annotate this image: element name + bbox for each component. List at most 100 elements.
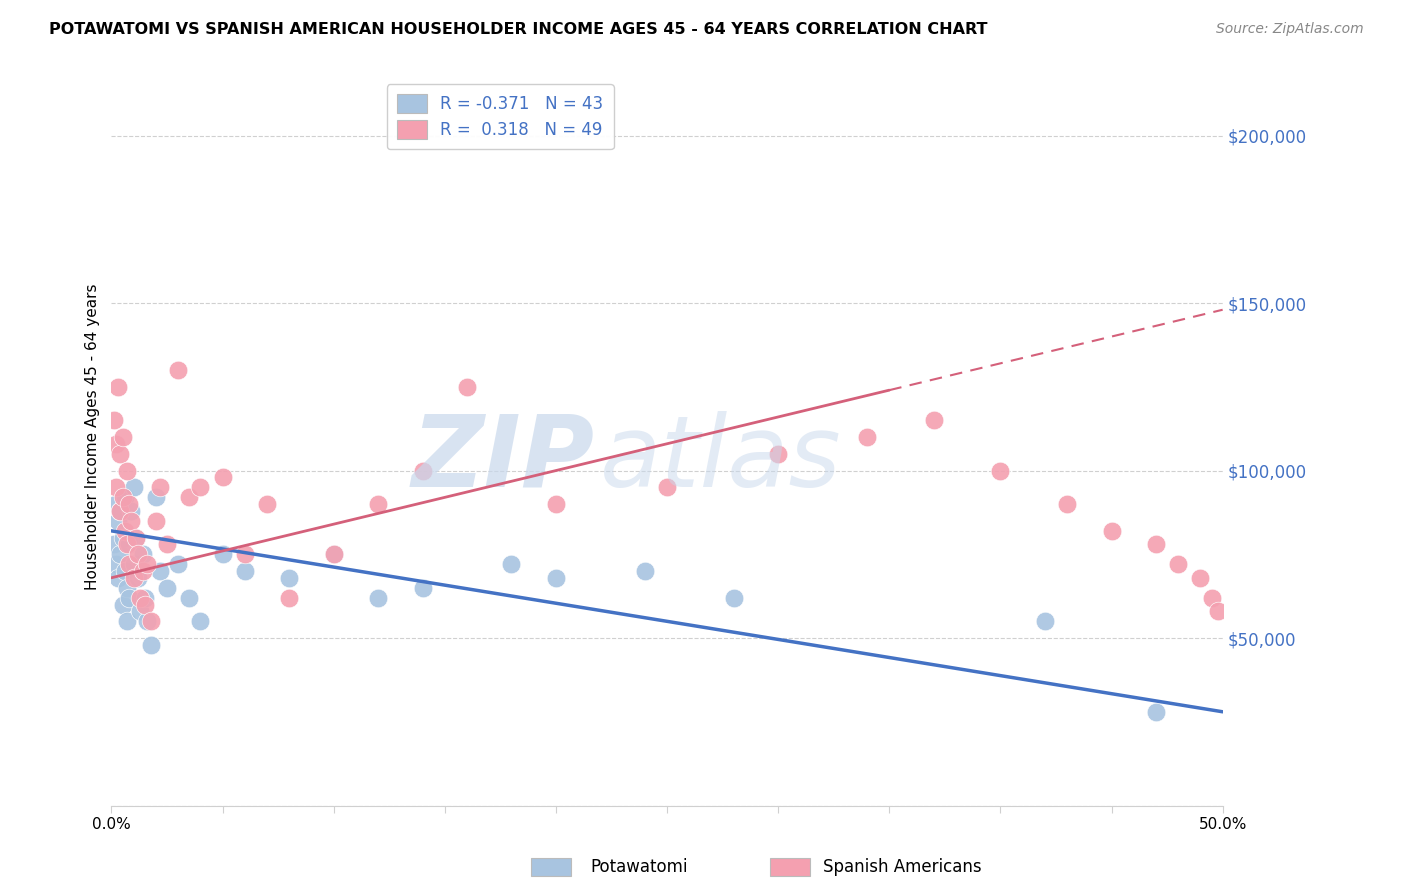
- Legend: R = -0.371   N = 43, R =  0.318   N = 49: R = -0.371 N = 43, R = 0.318 N = 49: [387, 84, 613, 149]
- Point: [167, 558, 190, 572]
- Point: [544, 497, 567, 511]
- Point: [233, 547, 256, 561]
- Point: [131, 547, 153, 561]
- Point: [1144, 537, 1167, 551]
- Point: [1167, 558, 1189, 572]
- Point: [134, 591, 156, 605]
- Point: [111, 531, 134, 545]
- Point: [122, 571, 145, 585]
- Point: [149, 564, 172, 578]
- Point: [1101, 524, 1123, 538]
- Point: [367, 591, 389, 605]
- Point: [103, 537, 125, 551]
- Point: [122, 480, 145, 494]
- Point: [107, 571, 129, 585]
- Point: [141, 615, 163, 629]
- Text: ZIP: ZIP: [412, 410, 595, 508]
- Point: [766, 447, 789, 461]
- Point: [107, 380, 129, 394]
- Point: [114, 491, 136, 505]
- Point: [104, 558, 127, 572]
- Point: [233, 564, 256, 578]
- Point: [111, 598, 134, 612]
- Point: [179, 591, 201, 605]
- Point: [1206, 604, 1229, 618]
- Text: Spanish Americans: Spanish Americans: [823, 858, 981, 876]
- Point: [115, 464, 138, 478]
- Point: [125, 531, 148, 545]
- Point: [149, 480, 172, 494]
- Point: [104, 436, 127, 450]
- Point: [211, 470, 233, 484]
- Point: [501, 558, 523, 572]
- Point: [110, 504, 132, 518]
- Point: [114, 524, 136, 538]
- Point: [103, 413, 125, 427]
- Point: [136, 615, 159, 629]
- Text: POTAWATOMI VS SPANISH AMERICAN HOUSEHOLDER INCOME AGES 45 - 64 YEARS CORRELATION: POTAWATOMI VS SPANISH AMERICAN HOUSEHOLD…: [49, 22, 987, 37]
- Y-axis label: Householder Income Ages 45 - 64 years: Householder Income Ages 45 - 64 years: [86, 284, 100, 591]
- Text: Source: ZipAtlas.com: Source: ZipAtlas.com: [1216, 22, 1364, 37]
- Point: [322, 547, 344, 561]
- Point: [115, 581, 138, 595]
- Point: [115, 537, 138, 551]
- Point: [412, 581, 434, 595]
- Point: [544, 571, 567, 585]
- Point: [1056, 497, 1078, 511]
- Point: [367, 497, 389, 511]
- Point: [412, 464, 434, 478]
- Point: [922, 413, 945, 427]
- Point: [127, 571, 149, 585]
- Point: [120, 514, 142, 528]
- Point: [188, 480, 211, 494]
- Point: [118, 537, 141, 551]
- Point: [990, 464, 1012, 478]
- Point: [256, 497, 278, 511]
- Point: [104, 497, 127, 511]
- Point: [179, 491, 201, 505]
- Point: [1033, 615, 1056, 629]
- Point: [145, 514, 167, 528]
- Point: [118, 558, 141, 572]
- Point: [110, 504, 132, 518]
- Point: [141, 638, 163, 652]
- Point: [278, 571, 301, 585]
- Point: [125, 531, 148, 545]
- Point: [120, 504, 142, 518]
- Point: [322, 547, 344, 561]
- Point: [114, 564, 136, 578]
- Point: [129, 604, 152, 618]
- Point: [111, 491, 134, 505]
- Point: [107, 514, 129, 528]
- Point: [856, 430, 879, 444]
- Text: Potawatomi: Potawatomi: [591, 858, 688, 876]
- Point: [278, 591, 301, 605]
- Point: [188, 615, 211, 629]
- Point: [110, 547, 132, 561]
- Point: [156, 581, 179, 595]
- Point: [167, 363, 190, 377]
- Point: [127, 547, 149, 561]
- Point: [145, 491, 167, 505]
- Point: [1144, 705, 1167, 719]
- Point: [122, 558, 145, 572]
- Point: [655, 480, 678, 494]
- Point: [156, 537, 179, 551]
- Text: atlas: atlas: [600, 410, 842, 508]
- Point: [1201, 591, 1223, 605]
- Point: [134, 598, 156, 612]
- Point: [129, 591, 152, 605]
- Point: [118, 497, 141, 511]
- Point: [104, 480, 127, 494]
- Point: [115, 615, 138, 629]
- Point: [723, 591, 745, 605]
- Point: [456, 380, 478, 394]
- Point: [634, 564, 657, 578]
- Point: [110, 447, 132, 461]
- Point: [111, 430, 134, 444]
- Point: [131, 564, 153, 578]
- Point: [1189, 571, 1212, 585]
- Point: [118, 591, 141, 605]
- Point: [211, 547, 233, 561]
- Point: [136, 558, 159, 572]
